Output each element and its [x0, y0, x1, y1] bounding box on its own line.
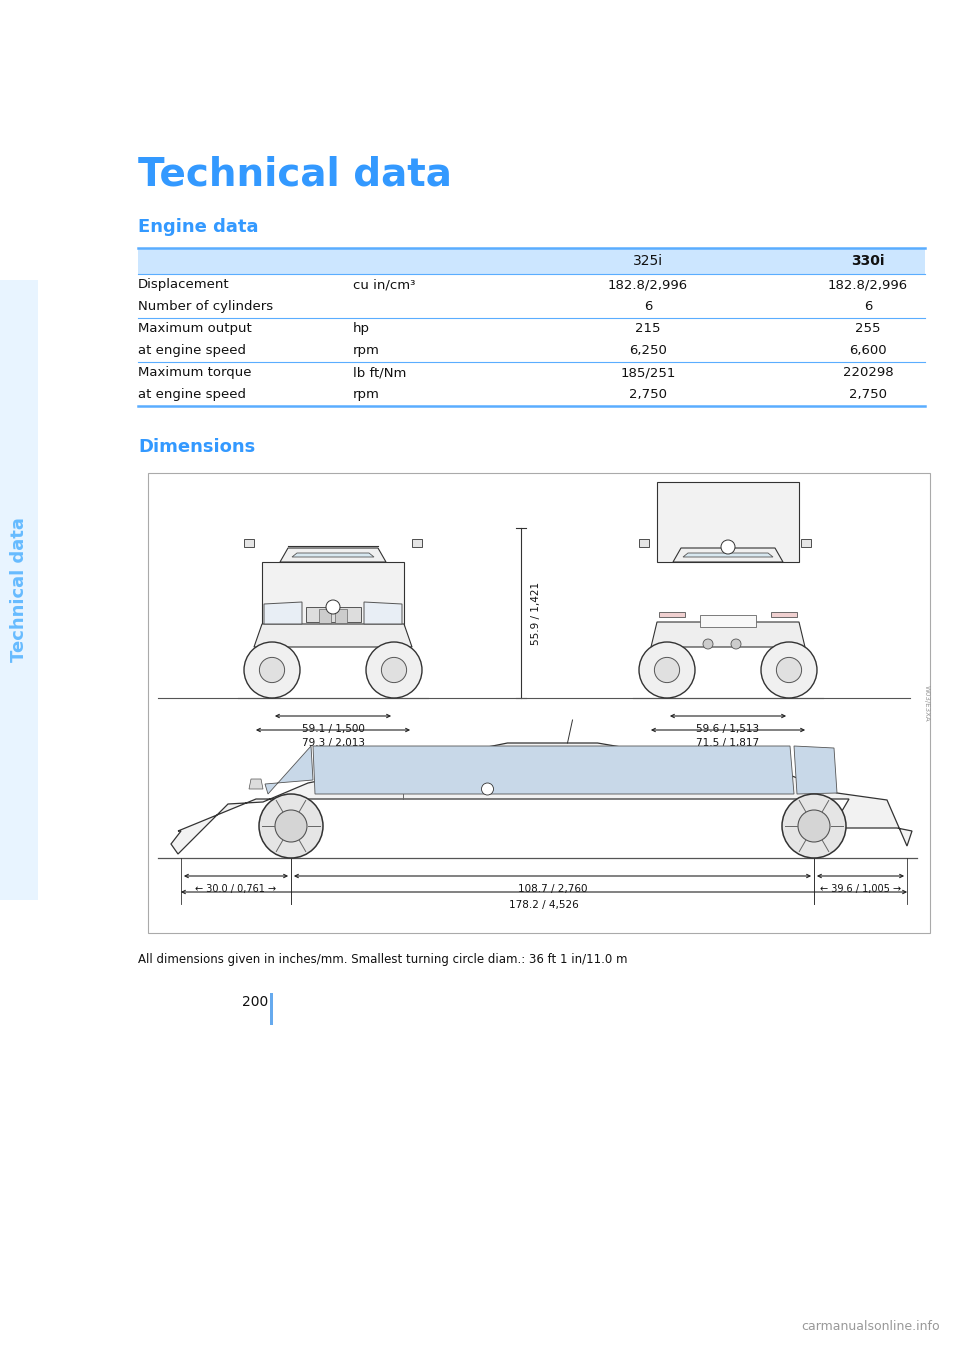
Text: 71.5 / 1,817: 71.5 / 1,817: [696, 737, 759, 748]
Circle shape: [639, 642, 695, 698]
Text: 330i: 330i: [852, 254, 885, 268]
Text: Displacement: Displacement: [138, 278, 229, 291]
Circle shape: [366, 642, 422, 698]
Polygon shape: [292, 553, 374, 557]
Text: 6: 6: [864, 300, 873, 312]
Text: rpm: rpm: [353, 344, 380, 357]
Bar: [801, 539, 811, 547]
Text: Technical data: Technical data: [138, 155, 452, 193]
Text: 6,250: 6,250: [629, 344, 667, 357]
Circle shape: [482, 784, 493, 794]
Text: hp: hp: [353, 322, 370, 335]
Bar: [700, 615, 756, 627]
Text: Engine data: Engine data: [138, 219, 258, 236]
Circle shape: [782, 794, 846, 858]
Text: 200: 200: [242, 995, 268, 1009]
Circle shape: [721, 540, 735, 554]
Bar: [335, 608, 347, 623]
Circle shape: [381, 657, 407, 683]
Text: 108.7 / 2,760: 108.7 / 2,760: [517, 884, 588, 894]
Bar: [412, 539, 422, 547]
Bar: [306, 607, 361, 622]
Bar: [148, 473, 930, 933]
Polygon shape: [265, 746, 313, 794]
Text: Maximum output: Maximum output: [138, 322, 252, 335]
Bar: [659, 612, 685, 617]
Circle shape: [275, 809, 307, 842]
Bar: [270, 993, 273, 1025]
Text: at engine speed: at engine speed: [138, 388, 246, 401]
Bar: [319, 608, 331, 623]
Polygon shape: [651, 622, 805, 646]
Text: Technical data: Technical data: [10, 517, 28, 663]
Polygon shape: [794, 746, 837, 794]
Text: cu in/cm³: cu in/cm³: [353, 278, 416, 291]
Polygon shape: [364, 602, 402, 623]
Text: 6,600: 6,600: [850, 344, 887, 357]
Text: W03/E3XA: W03/E3XA: [924, 684, 930, 721]
Text: 185/251: 185/251: [620, 367, 676, 379]
Text: 55.9 / 1,421: 55.9 / 1,421: [531, 581, 540, 645]
Text: ← 30.0 / 0,761 →: ← 30.0 / 0,761 →: [196, 884, 276, 894]
Text: 182.8/2,996: 182.8/2,996: [608, 278, 688, 291]
Circle shape: [326, 600, 340, 614]
Bar: [0, 280, 38, 900]
Text: 215: 215: [636, 322, 660, 335]
Circle shape: [777, 657, 802, 683]
Circle shape: [259, 657, 284, 683]
Text: Dimensions: Dimensions: [138, 439, 255, 456]
Bar: [244, 539, 254, 547]
Polygon shape: [673, 549, 783, 562]
Polygon shape: [683, 553, 773, 557]
Text: ← 39.6 / 1,005 →: ← 39.6 / 1,005 →: [820, 884, 901, 894]
Polygon shape: [313, 746, 794, 794]
Polygon shape: [262, 562, 404, 642]
Text: Maximum torque: Maximum torque: [138, 367, 252, 379]
Text: Number of cylinders: Number of cylinders: [138, 300, 274, 312]
Circle shape: [244, 642, 300, 698]
Bar: [771, 612, 797, 617]
Text: 79.3 / 2,013: 79.3 / 2,013: [301, 737, 365, 748]
Polygon shape: [254, 623, 412, 646]
Circle shape: [703, 640, 713, 649]
Text: rpm: rpm: [353, 388, 380, 401]
Polygon shape: [249, 779, 263, 789]
Polygon shape: [264, 602, 302, 623]
Circle shape: [731, 640, 741, 649]
Text: 6: 6: [644, 300, 652, 312]
Bar: [138, 249, 925, 274]
Text: 59.1 / 1,500: 59.1 / 1,500: [301, 724, 365, 735]
Bar: [657, 482, 799, 562]
Text: 182.8/2,996: 182.8/2,996: [828, 278, 908, 291]
Bar: [639, 539, 649, 547]
Polygon shape: [171, 743, 912, 854]
Text: 178.2 / 4,526: 178.2 / 4,526: [509, 900, 579, 910]
Circle shape: [655, 657, 680, 683]
Text: lb ft/Nm: lb ft/Nm: [353, 367, 406, 379]
Circle shape: [798, 809, 830, 842]
Polygon shape: [280, 549, 386, 562]
Text: All dimensions given in inches/mm. Smallest turning circle diam.: 36 ft 1 in/11.: All dimensions given in inches/mm. Small…: [138, 953, 628, 966]
Circle shape: [259, 794, 323, 858]
Text: carmanualsonline.info: carmanualsonline.info: [802, 1320, 940, 1334]
Text: 220298: 220298: [843, 367, 894, 379]
Text: 2,750: 2,750: [629, 388, 667, 401]
Circle shape: [761, 642, 817, 698]
Text: 59.6 / 1,513: 59.6 / 1,513: [696, 724, 759, 735]
Text: at engine speed: at engine speed: [138, 344, 246, 357]
Text: 255: 255: [855, 322, 880, 335]
Text: 2,750: 2,750: [849, 388, 887, 401]
Text: 325i: 325i: [633, 254, 663, 268]
